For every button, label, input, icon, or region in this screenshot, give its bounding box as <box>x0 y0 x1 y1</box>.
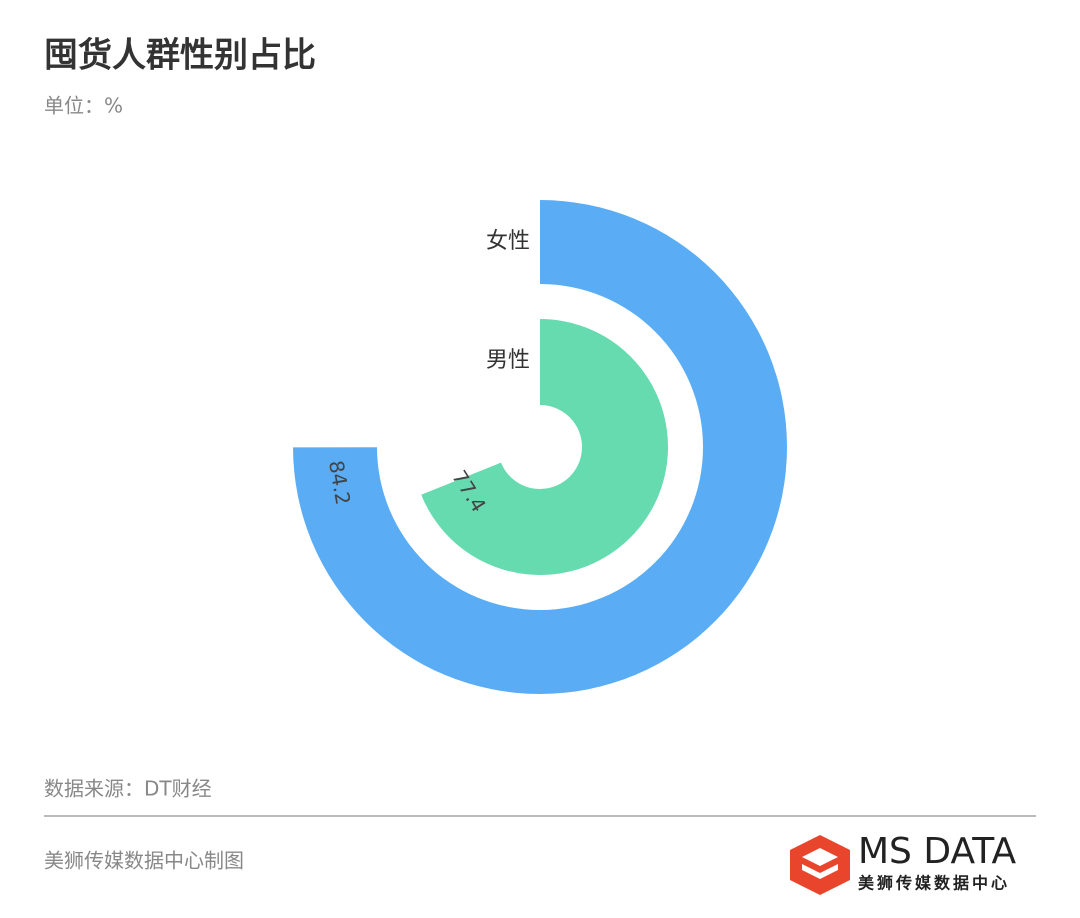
radial-bar <box>293 200 788 694</box>
logo-title: MS DATA <box>858 831 1016 872</box>
radial-bar <box>421 319 668 575</box>
logo-subtitle: 美狮传媒数据中心 <box>858 874 1010 893</box>
category-label: 男性 <box>486 348 530 373</box>
logo-icon <box>790 835 850 895</box>
credit: 美狮传媒数据中心制图 <box>44 849 244 873</box>
category-label: 女性 <box>486 229 530 254</box>
chart-subtitle: 单位：% <box>44 94 123 118</box>
chart-title: 囤货人群性别占比 <box>44 36 316 76</box>
source: 数据来源：DT财经 <box>44 777 212 801</box>
